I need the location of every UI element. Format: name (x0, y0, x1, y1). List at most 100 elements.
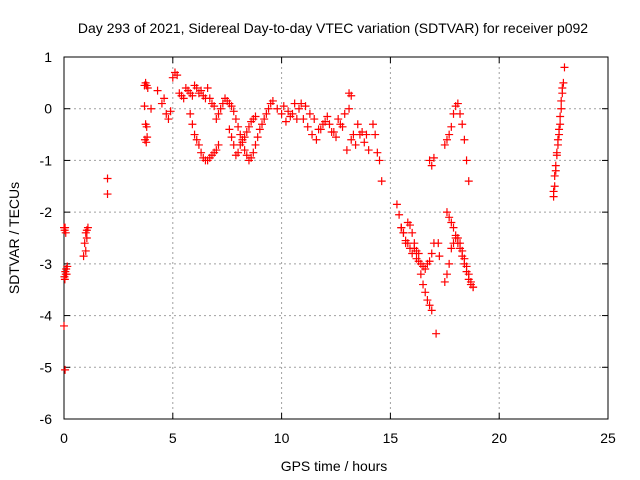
data-point (264, 104, 273, 113)
data-point (351, 140, 360, 149)
data-point (447, 122, 456, 131)
y-tick-label: -3 (40, 256, 53, 272)
data-point (395, 210, 404, 219)
ticks: 0 5 10 15 20 25 -6 -5 -4 -3 -2 -1 0 1 (40, 49, 616, 446)
data-point (60, 321, 68, 330)
data-point (377, 177, 386, 186)
data-point (281, 117, 290, 126)
data-point (427, 306, 436, 315)
data-point (427, 249, 436, 258)
data-point (440, 140, 449, 149)
data-point (60, 275, 69, 284)
data-point (340, 109, 349, 118)
data-point (251, 140, 260, 149)
grid (64, 57, 608, 419)
data-point (305, 109, 314, 118)
data-point (405, 221, 414, 230)
data-point (462, 156, 471, 165)
data-point (442, 270, 451, 279)
data-point (251, 112, 260, 121)
data-point (353, 120, 362, 129)
data-point (194, 140, 203, 149)
data-point (336, 120, 345, 129)
data-point (318, 120, 327, 129)
data-point (260, 115, 269, 124)
data-point (273, 104, 282, 113)
data-point (552, 148, 561, 157)
y-tick-label: -6 (40, 411, 53, 427)
data-point (143, 133, 152, 142)
data-point (284, 107, 293, 116)
data-point (242, 127, 251, 136)
data-point (458, 120, 467, 129)
data-point (425, 257, 434, 266)
data-point (168, 73, 177, 82)
data-point (197, 148, 206, 157)
data-point (244, 122, 253, 131)
data-point (347, 91, 356, 100)
data-point (160, 94, 169, 103)
data-point (447, 218, 456, 227)
data-point (445, 259, 454, 268)
data-point (550, 171, 559, 180)
data-point (469, 283, 478, 292)
data-point (410, 239, 419, 248)
data-point (142, 122, 151, 131)
data-point (549, 187, 558, 196)
data-point (103, 174, 112, 183)
data-point (373, 148, 382, 157)
data-point (214, 140, 223, 149)
data-point (358, 127, 367, 136)
chart-title: Day 293 of 2021, Sidereal Day-to-day VTE… (78, 20, 588, 36)
data-point (203, 84, 212, 93)
data-point (453, 99, 462, 108)
data-point (140, 102, 149, 111)
data-point (458, 252, 467, 261)
data-point (401, 239, 410, 248)
data-point (347, 135, 356, 144)
data-point (192, 135, 201, 144)
data-point (153, 86, 162, 95)
data-point (434, 239, 443, 248)
data-point (234, 148, 243, 157)
data-point (142, 138, 151, 147)
data-point (81, 246, 90, 255)
data-point (143, 84, 152, 93)
data-point (295, 104, 304, 113)
data-point (421, 288, 430, 297)
data-point (253, 133, 262, 142)
data-point (345, 104, 354, 113)
data-point (314, 125, 323, 134)
y-tick-label: 1 (44, 49, 52, 65)
data-point (103, 190, 112, 199)
data-point (173, 71, 182, 80)
data-point (368, 120, 377, 129)
data-point (186, 109, 195, 118)
data-point (79, 252, 88, 261)
plot-frame (63, 56, 609, 420)
data-point (399, 228, 408, 237)
data-point (427, 161, 436, 170)
data-point (342, 146, 351, 155)
data-point (464, 275, 473, 284)
data-point (435, 252, 444, 261)
data-point (462, 267, 471, 276)
data-point (258, 120, 267, 129)
data-point (556, 120, 565, 129)
data-point (310, 115, 319, 124)
data-point (408, 228, 417, 237)
data-point (375, 156, 384, 165)
data-point (334, 115, 343, 124)
data-point (166, 107, 175, 116)
data-point (364, 146, 373, 155)
data-point (557, 104, 566, 113)
x-tick-label: 0 (60, 430, 68, 446)
data-point (234, 122, 243, 131)
data-point (227, 133, 236, 142)
data-point (216, 104, 225, 113)
data-point (240, 133, 249, 142)
x-tick-label: 10 (274, 430, 290, 446)
data-point (460, 259, 469, 268)
data-point (332, 133, 340, 142)
